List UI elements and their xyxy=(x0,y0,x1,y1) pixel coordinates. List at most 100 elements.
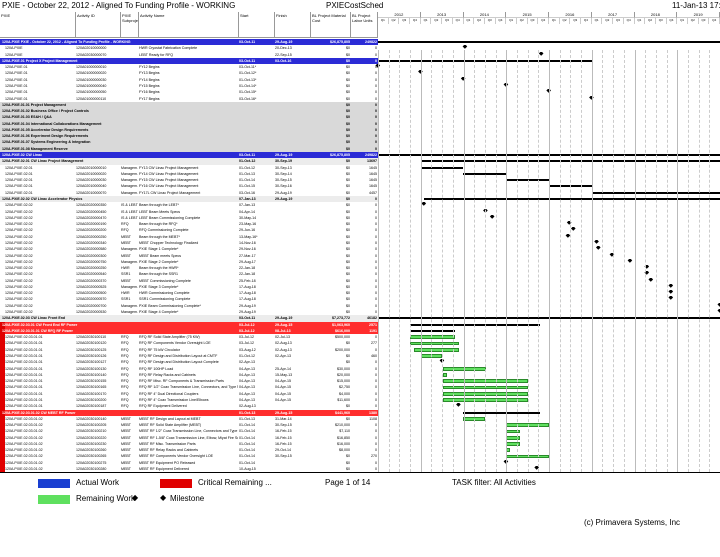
summary-bar[interactable] xyxy=(410,329,456,332)
table-row[interactable]: 120A.PXIE.01.07 Systems Engineering & In… xyxy=(0,139,720,146)
table-row[interactable]: 120A.PXIE.02.02 120A02020000340 MEBT MEBT C… xyxy=(0,239,720,247)
table-row[interactable]: 120A.PXIE.02.02 120A02020000200 RFQ RFQ Com… xyxy=(0,227,720,234)
table-row[interactable]: 120A.PXIE.02.03.01.01 120A02030100125 RFQ R… xyxy=(0,346,720,353)
summary-bar[interactable] xyxy=(463,411,540,414)
summary-bar[interactable] xyxy=(378,59,592,62)
table-row[interactable]: 120A.PXIE.01.06 Experiment Design Requir… xyxy=(0,133,720,140)
summary-bar[interactable] xyxy=(420,166,464,169)
milestone-diamond-icon[interactable]: ◆ xyxy=(538,51,544,57)
table-row[interactable]: 120A.PXIE.01 120A01000000010 FY12 Begins 03… xyxy=(0,64,720,71)
milestone-diamond-icon[interactable]: ◆ xyxy=(648,277,654,283)
table-row[interactable]: 120A.PXIE.02.03.01.02 120A02030100220 MEBT… xyxy=(0,434,720,441)
milestone-diamond-icon[interactable]: ◆ xyxy=(668,296,674,302)
table-row[interactable]: 120A.PXIE.02.03.01.02 120A02030100210 MEBT… xyxy=(0,428,720,435)
milestone-diamond-icon[interactable]: ◆ xyxy=(644,271,650,277)
col-header-id[interactable]: PXIE xyxy=(0,12,76,38)
col-header-subproject[interactable]: PXIE Subproject xyxy=(121,12,139,38)
milestone-diamond-icon[interactable]: ◆ xyxy=(503,459,509,465)
milestone-diamond-icon[interactable]: ◆ xyxy=(594,239,599,245)
table-row[interactable]: 120A.PXIE.01.02 Business Office / Projec… xyxy=(0,108,720,115)
table-row[interactable]: 120A.PXIE.01 120A01000000020 FY13 Begins 01… xyxy=(0,70,720,77)
milestone-diamond-icon[interactable]: ◆ xyxy=(534,466,540,472)
table-row[interactable]: 120A.PXIE.02.03.01.01 120A02030100140 RFQ R… xyxy=(0,371,720,379)
table-row[interactable]: 120A.PXIE.02.03.01.02 120A02030100260 MEBT… xyxy=(0,447,720,454)
table-row[interactable]: 120A.PXIE.02.02 120A02020000370 MEBT MEBT C… xyxy=(0,277,720,284)
table-row[interactable]: 120A.PXIE.01.01 Project Management $0 0 xyxy=(0,101,720,109)
milestone-diamond-icon[interactable]: ◆ xyxy=(609,252,615,258)
table-row[interactable]: 120A.PXIE 120A02030000070 LEBT Ready for R… xyxy=(0,51,720,58)
table-row[interactable]: 120A.PXIE.02.02 120A02020000700 Managem...… xyxy=(0,302,720,310)
summary-bar[interactable] xyxy=(506,179,549,182)
milestone-diamond-icon[interactable]: ◆ xyxy=(421,202,427,208)
milestone-diamond-icon[interactable]: ◆ xyxy=(589,95,594,101)
table-row[interactable]: 120A.PXIE.02.02 120A02020000530 Managem...… xyxy=(0,309,720,316)
table-row[interactable]: 120A.PXIE.01 Project X Project Managemen… xyxy=(0,57,720,65)
table-row[interactable]: 120A.PXIE.02.03.01.02 120A02030100140 MEBT… xyxy=(0,415,720,423)
milestone-diamond-icon[interactable]: ◆ xyxy=(418,70,423,76)
table-row[interactable]: 120A.PXIE.02.03.01.02 120A02030100230 MEBT… xyxy=(0,440,720,448)
milestone-diamond-icon[interactable]: ◆ xyxy=(668,283,674,289)
table-row[interactable]: 120A.PXIE.01.03 ES&H / Q&A $0 0 xyxy=(0,114,720,121)
table-row[interactable]: 120A.PXIE.02.01 CW Linac Project Managem… xyxy=(0,158,720,165)
table-row[interactable]: 120A.PXIE.02.01 120A02010000020 Managem...… xyxy=(0,170,720,178)
table-row[interactable]: 120A.PXIE.02.03.01.02 120A02030100265 MEBT… xyxy=(0,453,720,460)
table-row[interactable]: 120A.PXIE.02.02 120A02020000350 IS & LEBT B… xyxy=(0,202,720,209)
summary-bar[interactable] xyxy=(424,198,720,200)
table-row[interactable]: 120A.PXIE.02.02 120A02020000570 SSR1 SSR1 C… xyxy=(0,296,720,303)
milestone-diamond-icon[interactable]: ◆ xyxy=(489,214,495,220)
table-row[interactable]: 120A.PXIE.01 120A01000000030 FY14 Begins 01… xyxy=(0,76,720,83)
table-row[interactable]: 120A.PXIE.02.02 120A02020000750 Managem...… xyxy=(0,258,720,266)
table-row[interactable]: 120A.PXIE.02.02 120A02020000580 Managem...… xyxy=(0,246,720,253)
col-header-activity-id[interactable]: Activity ID xyxy=(76,12,121,38)
table-row[interactable]: 120A.PXIE.01 120A01000000050 FY16 Begins 01… xyxy=(0,89,720,96)
col-header-bl-cost[interactable]: BL Project Material Cost xyxy=(311,12,351,38)
table-row[interactable]: 120A.PXIE.02.02 CW Linac Accelerator Phy… xyxy=(0,196,720,203)
table-row[interactable]: 120A.PXIE.02.03.01.01 120A02030100110 RFQ R… xyxy=(0,334,720,341)
table-row[interactable]: 120A.PXIE.02.03.01.01 120A02030100187 RFQ R… xyxy=(0,403,720,410)
table-row[interactable]: 120A.PXIE PXIE - October 22, 2012 - Alig… xyxy=(0,39,720,46)
remaining-bar[interactable] xyxy=(410,341,459,346)
table-row[interactable]: 120A.PXIE.02.03.01.02 CW MEBT RF Power 01… xyxy=(0,409,720,416)
milestone-diamond-icon[interactable]: ◆ xyxy=(717,309,720,315)
remaining-bar[interactable] xyxy=(414,347,459,352)
table-row[interactable]: 120A.PXIE.02.03.01.02 120A02030100280 MEBT… xyxy=(0,466,720,472)
remaining-bar[interactable] xyxy=(410,335,455,340)
milestone-diamond-icon[interactable]: ◆ xyxy=(375,64,381,70)
table-row[interactable]: 120A.PXIE.02.01 120A02010000070 Managem...… xyxy=(0,189,720,196)
milestone-diamond-icon[interactable]: ◆ xyxy=(462,45,468,51)
table-row[interactable]: 120A.PXIE.02.03.01.01 120A02030100120 RFQ R… xyxy=(0,340,720,347)
milestone-diamond-icon[interactable]: ◆ xyxy=(595,246,601,252)
table-row[interactable]: 120A.PXIE.02.01 120A02010000030 Managem...… xyxy=(0,177,720,184)
col-header-bl-labor[interactable]: BL Project Labor Units xyxy=(351,12,378,38)
summary-bar[interactable] xyxy=(463,172,507,175)
table-row[interactable]: 120A.PXIE.01.04 International Collaborat… xyxy=(0,120,720,127)
table-row[interactable]: 120A.PXIE.02.02 120A02020000300 MEBT MEBT B… xyxy=(0,252,720,259)
col-header-finish[interactable]: Finish xyxy=(275,12,311,38)
table-row[interactable]: 120A.PXIE.02.01 120A02010000010 Managem...… xyxy=(0,164,720,171)
remaining-bar[interactable] xyxy=(506,442,521,446)
table-row[interactable]: 120A.PXIE.01 120A01000000110 FY17 Begins 03… xyxy=(0,95,720,102)
milestone-diamond-icon[interactable]: ◆ xyxy=(503,82,509,88)
table-row[interactable]: 120A.PXIE.02.02 120A02020000250 HWR Beam th… xyxy=(0,265,720,272)
milestone-diamond-icon[interactable]: ◆ xyxy=(439,359,445,365)
milestone-diamond-icon[interactable]: ◆ xyxy=(627,258,633,264)
milestone-diamond-icon[interactable]: ◆ xyxy=(668,290,674,296)
table-row[interactable]: 120A.PXIE.02.02 120A02020000190 RFQ Beam th… xyxy=(0,221,720,228)
summary-bar[interactable] xyxy=(548,185,592,188)
table-row[interactable]: 120A.PXIE.02.03.01.01 120A02030100127 RFQ R… xyxy=(0,359,720,366)
remaining-bar[interactable] xyxy=(442,373,448,377)
table-row[interactable]: 120A.PXIE.02.02 120A02020000250 MEBT Beam t… xyxy=(0,233,720,240)
milestone-diamond-icon[interactable]: ◆ xyxy=(460,76,466,82)
milestone-diamond-icon[interactable]: ◆ xyxy=(644,265,650,271)
summary-bar[interactable] xyxy=(378,41,720,43)
table-row[interactable]: 120A.PXIE.01.08 Management Reserve $0 0 xyxy=(0,145,720,153)
table-row[interactable]: 120A.PXIE.02.01 120A02010000040 Managem...… xyxy=(0,183,720,190)
table-row[interactable]: 120A.PXIE.01 120A01000000040 FY15 Begins 01… xyxy=(0,82,720,90)
table-row[interactable]: 120A.PXIE.02.02 120A02020000470 IS & LEBT L… xyxy=(0,214,720,222)
table-row[interactable]: 120A.PXIE.02.03.01.02 120A02030100275 MEBT… xyxy=(0,459,720,467)
milestone-diamond-icon[interactable]: ◆ xyxy=(456,403,461,409)
milestone-diamond-icon[interactable]: ◆ xyxy=(570,227,576,233)
table-row[interactable]: 120A.PXIE 120A02010000000 HWR Cryostat Fab… xyxy=(0,45,720,52)
milestone-diamond-icon[interactable]: ◆ xyxy=(717,302,720,308)
milestone-diamond-icon[interactable]: ◆ xyxy=(565,233,571,239)
